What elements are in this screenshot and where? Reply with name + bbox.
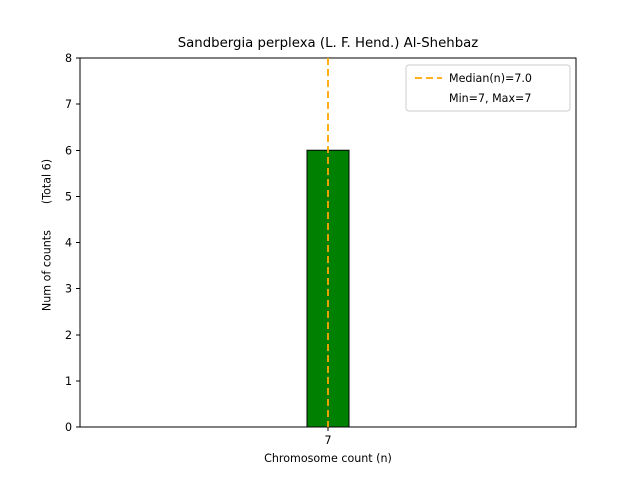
y-tick-label: 7 xyxy=(65,98,72,111)
chart-title: Sandbergia perplexa (L. F. Hend.) Al-She… xyxy=(177,36,479,51)
y-axis-label: Num of counts (Total 6) xyxy=(41,159,54,311)
y-tick-label: 2 xyxy=(65,329,72,342)
x-tick-label: 7 xyxy=(324,434,331,447)
y-tick-label: 5 xyxy=(65,190,72,203)
y-axis-total-text: (Total 6) xyxy=(40,158,54,205)
y-tick-label: 1 xyxy=(65,375,72,388)
x-axis-label: Chromosome count (n) xyxy=(264,452,392,465)
y-tick-label: 0 xyxy=(65,421,72,434)
legend-box xyxy=(405,64,571,112)
y-tick-label: 6 xyxy=(65,144,72,157)
legend-label-minmax: Min=7, Max=7 xyxy=(449,92,531,105)
y-axis-label-text: Num of counts xyxy=(40,230,54,312)
y-tick-label: 3 xyxy=(65,283,72,296)
legend-label-median: Median(n)=7.0 xyxy=(449,72,532,85)
y-tick-label: 8 xyxy=(65,52,72,65)
y-tick-label: 4 xyxy=(65,237,72,250)
